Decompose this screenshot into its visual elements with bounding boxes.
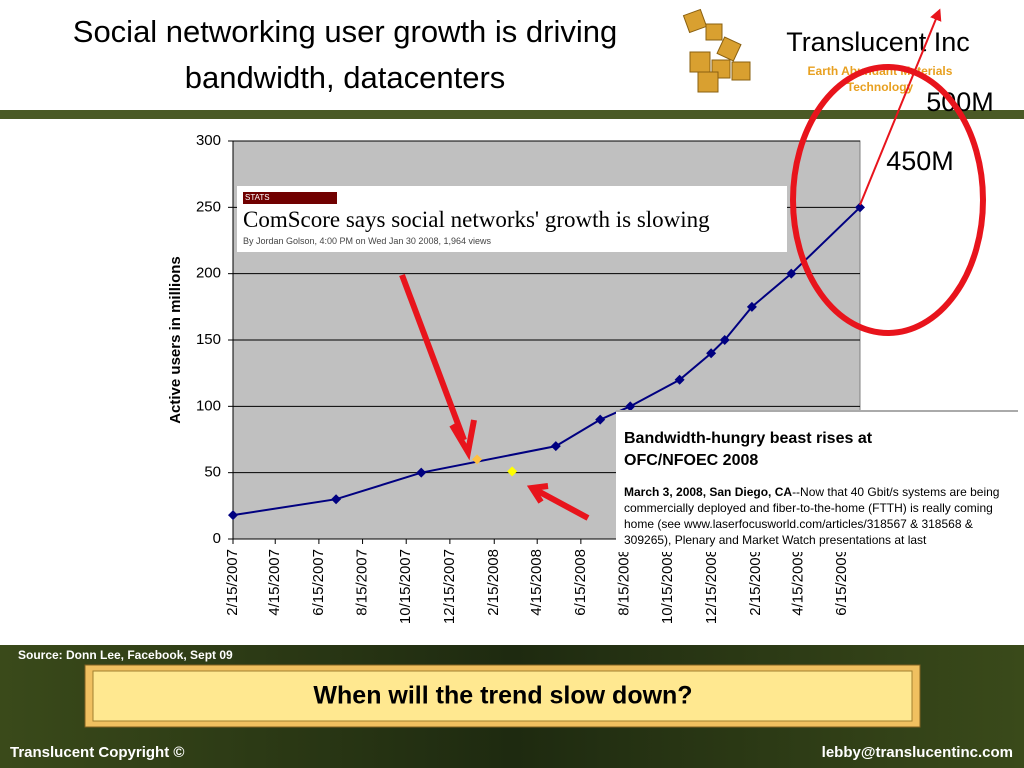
point	[595, 414, 606, 425]
point	[746, 301, 757, 312]
x-tick-label: 2/15/2009	[747, 549, 764, 616]
question: When will the trend slow down?	[313, 682, 692, 710]
y-tick-label: 50	[204, 464, 221, 481]
inset-body: March 3, 2008, San Diego, CA--Now that 4…	[624, 484, 1014, 548]
logo-tagline: Technology	[847, 80, 914, 94]
header-rule	[0, 110, 1024, 119]
logo-tagline: Earth Abundant Materials	[808, 64, 953, 78]
chart: 0 50 100 150 200 250 300 2/15/2007 4/15/2007 6/15…	[196, 132, 865, 624]
x-tick-label: 6/15/2009	[833, 549, 850, 616]
point	[331, 494, 342, 505]
inset-headline-line: Bandwidth-hungry beast rises at	[624, 430, 873, 447]
point	[706, 348, 717, 359]
source: Source: Donn Lee, Facebook, Sept 09	[18, 648, 233, 662]
x-tick-label: 4/15/2008	[528, 549, 545, 616]
y-axis-label: Active users in millions	[167, 256, 184, 424]
x-tick-label: 12/15/2007	[441, 549, 458, 624]
line	[232, 206, 861, 517]
point	[228, 510, 238, 521]
x-tick-label: 4/15/2009	[789, 549, 806, 616]
annotation: 450M	[886, 146, 954, 176]
title: Social networking user growth is driving	[73, 14, 617, 49]
question-box-inner	[92, 670, 913, 722]
inset-headline: Bandwidth-hungry beast rises at OFC/NFOEC…	[624, 428, 1018, 472]
y-tick-label: 150	[196, 331, 221, 348]
inset-tag: STATS	[243, 192, 337, 204]
y-tick-label: 100	[196, 397, 221, 414]
x-tick-label: 2/15/2007	[224, 549, 241, 616]
x-tick-label: 10/15/2008	[659, 549, 676, 624]
y-tick-label: 300	[196, 132, 221, 149]
footer-left: Translucent Copyright ©	[10, 744, 184, 761]
point	[507, 466, 518, 477]
point	[550, 441, 561, 452]
y-tick-label: 0	[213, 530, 221, 547]
point	[416, 467, 427, 478]
logo	[682, 8, 751, 93]
x-tick-label: 12/15/2008	[703, 549, 720, 624]
point	[674, 374, 685, 385]
point	[719, 335, 730, 345]
x-tick-label: 10/15/2007	[397, 549, 414, 624]
footer-right: lebby@translucentinc.com	[822, 744, 1013, 761]
x-tick-label: 6/15/2007	[310, 549, 327, 616]
y-tick-label: 250	[196, 198, 221, 215]
x-tick-label: 6/15/2008	[572, 549, 589, 616]
inset-body-text: --Now that 40 Gbit/s systems are being c…	[624, 485, 1000, 547]
y-tick-label: 200	[196, 265, 221, 282]
inset-headline: ComScore says social networks' growth is…	[243, 207, 710, 232]
x-tick-label: 2/15/2008	[485, 549, 502, 616]
annotation: 500M	[926, 87, 994, 117]
inset-headline-line: OFC/NFOEC 2008	[624, 452, 759, 469]
inset-byline: By Jordan Golson, 4:00 PM on Wed Jan 30 …	[243, 236, 491, 246]
point	[625, 401, 636, 412]
logo-name: Translucent Inc	[786, 27, 970, 57]
x-tick-label: 8/15/2008	[615, 549, 632, 616]
news-inset: STATS ComScore says social networks' gro…	[237, 186, 787, 252]
x-tick-label: 8/15/2007	[354, 549, 371, 616]
inset-dateline: March 3, 2008, San Diego, CA	[624, 485, 793, 499]
x-tick-label: 4/15/2007	[266, 549, 283, 616]
news-inset: Bandwidth-hungry beast rises at OFC/NFOEC…	[616, 410, 1018, 552]
title: bandwidth, datacenters	[185, 60, 506, 95]
